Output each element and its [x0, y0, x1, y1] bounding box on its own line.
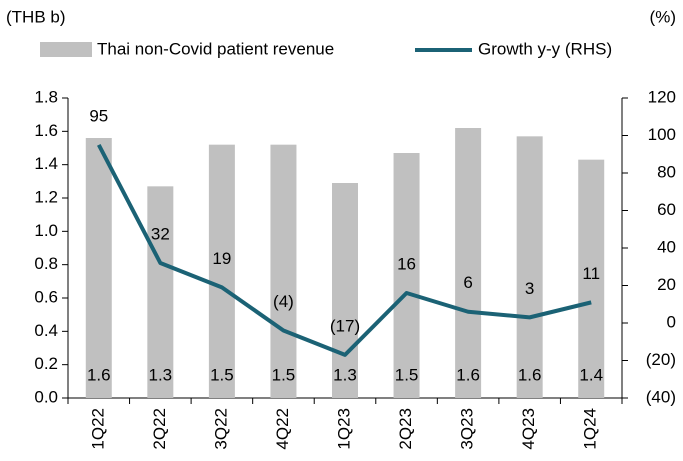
- x-tick-label: 4Q22: [273, 408, 292, 450]
- bar: [393, 153, 420, 398]
- y2ticks-label: 0: [667, 312, 676, 331]
- bar-value-label: 1.5: [395, 365, 419, 384]
- bar: [332, 183, 358, 398]
- y2ticks-label: (20): [646, 350, 676, 369]
- x-tick-label: 3Q23: [458, 408, 477, 450]
- bar: [85, 138, 112, 398]
- x-tick-label: 2Q23: [396, 408, 415, 450]
- yticks-label: 0.6: [34, 287, 58, 306]
- legend-label: Growth y-y (RHS): [478, 39, 612, 58]
- bar-value-label: 1.3: [333, 365, 357, 384]
- bar-value-label: 1.5: [210, 365, 234, 384]
- bar-value-label: 1.5: [272, 365, 296, 384]
- line-value-label: 3: [525, 279, 534, 298]
- bar-value-label: 1.6: [518, 365, 542, 384]
- bar: [516, 136, 543, 399]
- bar: [270, 144, 297, 398]
- yticks-label: 0.0: [34, 387, 58, 406]
- line-value-label: 32: [151, 224, 170, 243]
- x-tick-label: 3Q22: [211, 408, 230, 450]
- x-tick-label: 2Q22: [150, 408, 169, 450]
- y2ticks-label: 100: [648, 125, 676, 144]
- bar: [455, 128, 482, 398]
- y-axis-label: (THB b): [6, 7, 66, 26]
- yticks-label: 0.2: [34, 354, 58, 373]
- line-value-label: 6: [463, 273, 472, 292]
- yticks-label: 0.8: [34, 254, 58, 273]
- yticks-label: 1.4: [34, 154, 58, 173]
- bar-value-label: 1.3: [149, 365, 173, 384]
- y2ticks-label: 60: [657, 200, 676, 219]
- x-tick-label: 1Q24: [581, 408, 600, 450]
- line-value-label: 11: [582, 264, 600, 283]
- bar: [147, 186, 174, 398]
- y2ticks-label: 120: [648, 87, 676, 106]
- yticks-label: 1.8: [34, 87, 58, 106]
- y2ticks-label: 80: [657, 162, 676, 181]
- legend-swatch: [40, 42, 92, 57]
- line-value-label: (17): [330, 316, 360, 335]
- yticks-label: 1.6: [34, 121, 58, 140]
- bar: [578, 159, 605, 398]
- x-tick-label: 1Q23: [334, 408, 353, 450]
- bar: [208, 144, 235, 398]
- line: [97, 143, 592, 357]
- y2-axis-label: (%): [650, 7, 676, 26]
- bar-value-label: 1.4: [579, 365, 603, 384]
- yticks-label: 1.0: [34, 221, 58, 240]
- bar-value-label: 1.6: [87, 365, 111, 384]
- bar-value-label: 1.6: [456, 365, 480, 384]
- yticks-label: 0.4: [34, 321, 58, 340]
- legend-label: Thai non-Covid patient revenue: [97, 39, 334, 58]
- y2ticks-label: (40): [646, 387, 676, 406]
- y2ticks-label: 40: [657, 237, 676, 256]
- x-tick-label: 1Q22: [88, 408, 107, 450]
- y2ticks-label: 20: [657, 275, 676, 294]
- line-value-label: (4): [273, 292, 294, 311]
- yticks-label: 1.2: [34, 187, 58, 206]
- line-value-label: 19: [212, 249, 231, 268]
- x-tick-label: 4Q23: [519, 408, 538, 450]
- line-value-label: 95: [89, 106, 108, 125]
- line-value-label: 16: [397, 254, 416, 273]
